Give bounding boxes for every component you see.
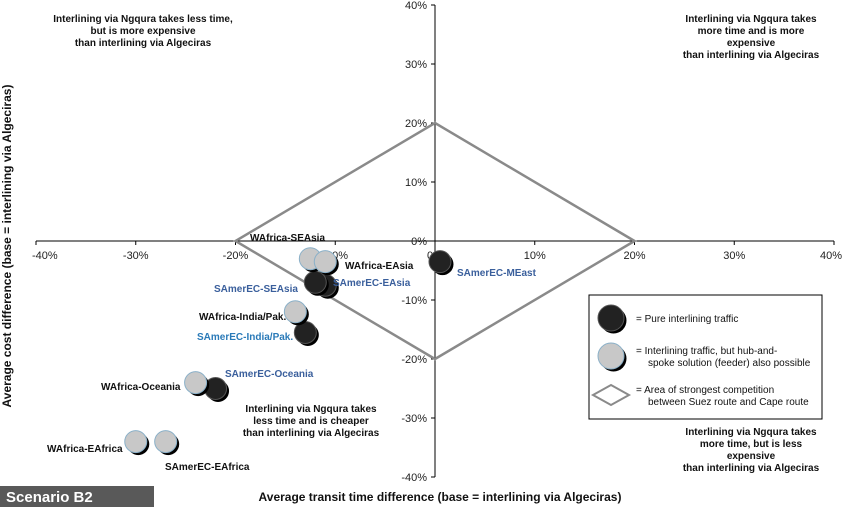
- y-axis-label: Average cost difference (base = interlin…: [0, 85, 14, 408]
- y-tick-label: 30%: [405, 59, 427, 71]
- quadrant-note-bottom-center: Interlining via Ngqura takes less time an…: [243, 404, 380, 439]
- x-tick-label: 20%: [623, 250, 645, 262]
- y-tick-label: -30%: [401, 413, 427, 425]
- legend-light-circle: [597, 342, 625, 370]
- legend-entry-label: = Area of strongest competition between S…: [636, 385, 809, 408]
- x-tick-label: -40%: [32, 250, 58, 262]
- legend-box: [588, 294, 823, 420]
- x-tick-label: -20%: [223, 250, 249, 262]
- point-labels: SAmerEC-MEast SAmerEC-EAsia SAmerEC-SEAsia…: [47, 233, 537, 473]
- point-label: SAmerEC-India/Pak.: [197, 332, 293, 343]
- feeder-possible-point: [313, 250, 337, 274]
- pure-interlining-point: [303, 270, 327, 294]
- legend: = Pure interlining traffic = Interlining …: [588, 294, 823, 420]
- point-label: SAmerEC-EAsia: [333, 278, 411, 289]
- feeder-possible-point: [283, 300, 307, 324]
- point-label: SAmerEC-EAfrica: [165, 462, 250, 473]
- quadrant-note-bottom-right: Interlining via Ngqura takes more time, b…: [683, 427, 820, 474]
- point-label: SAmerEC-MEast: [457, 268, 537, 279]
- x-tick-label: 40%: [820, 250, 842, 262]
- legend-dark-circle: [597, 304, 625, 332]
- feeder-possible-point: [184, 371, 208, 395]
- feeder-possible-point: [154, 430, 178, 454]
- competition-diamond: [233, 121, 637, 361]
- data-points: [124, 247, 454, 456]
- y-tick-label: -20%: [401, 354, 427, 366]
- axes: [35, 4, 835, 478]
- x-tick-label: 30%: [723, 250, 745, 262]
- y-tick-label: 20%: [405, 118, 427, 130]
- point-label: WAfrica-India/Pak.: [199, 312, 286, 323]
- pure-interlining-point: [428, 250, 452, 274]
- point-label: WAfrica-EAfrica: [47, 444, 123, 455]
- y-tick-labels: 40% 30% 20% 10% 0% -10% -20% -30% -40%: [401, 0, 427, 484]
- y-tick-label: 40%: [405, 0, 427, 12]
- x-tick-label: 10%: [524, 250, 546, 262]
- y-tick-label: -10%: [401, 295, 427, 307]
- y-tick-label: 10%: [405, 177, 427, 189]
- y-tick-label: -40%: [401, 472, 427, 484]
- legend-entry-label: = Pure interlining traffic: [636, 314, 738, 325]
- competition-area: [233, 121, 637, 361]
- x-axis-label: Average transit time difference (base = …: [259, 490, 622, 504]
- point-label: SAmerEC-SEAsia: [214, 284, 298, 295]
- feeder-possible-point: [124, 430, 148, 454]
- quadrant-notes: Interlining via Ngqura takes less time, b…: [53, 14, 819, 474]
- legend-entry-label: = Interlining traffic, but hub-and-spoke…: [636, 346, 811, 369]
- point-label: WAfrica-Oceania: [101, 382, 181, 393]
- scenario-badge: Scenario B2: [0, 486, 154, 507]
- quadrant-note-top-left: Interlining via Ngqura takes less time, b…: [53, 14, 233, 49]
- y-tick-label: 0%: [411, 236, 427, 248]
- x-tick-label: -30%: [123, 250, 149, 262]
- quadrant-note-top-right: Interlining via Ngqura takes more time an…: [683, 14, 820, 61]
- point-label: SAmerEC-Oceania: [225, 369, 314, 380]
- legend-diamond: [590, 383, 632, 407]
- point-label: WAfrica-SEAsia: [250, 233, 325, 244]
- point-label: WAfrica-EAsia: [345, 261, 414, 272]
